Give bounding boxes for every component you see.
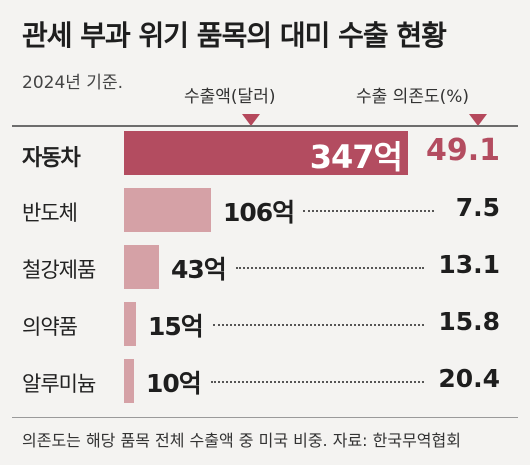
- category-label: 의약품: [22, 315, 78, 339]
- export-bar: [124, 131, 408, 175]
- dotted-leader: [213, 324, 424, 326]
- export-bar: [124, 245, 159, 289]
- bar-row: 반도체 106억 7.5: [0, 187, 530, 233]
- category-label: 알루미늄: [22, 372, 96, 396]
- footer-divider: [12, 417, 518, 418]
- source-note: 의존도는 해당 품목 전체 수출액 중 미국 비중. 자료: 한국무역협회: [22, 431, 461, 450]
- export-bar: [124, 302, 136, 346]
- bar-row: 의약품 15억 15.8: [0, 301, 530, 347]
- bar-row: 알루미늄 10억 20.4: [0, 358, 530, 404]
- dotted-leader: [211, 381, 424, 383]
- dependency-value-label: 49.1: [425, 133, 500, 168]
- bar-row: 자동차 347억 49.1: [0, 130, 530, 176]
- export-arrow-icon: [242, 114, 260, 126]
- dependency-value-label: 13.1: [438, 250, 500, 279]
- export-bar: [124, 359, 134, 403]
- dependency-arrow-icon: [469, 114, 487, 126]
- dotted-leader: [303, 210, 434, 212]
- dotted-leader: [236, 267, 424, 269]
- export-value-label: 106억: [223, 198, 295, 227]
- bar-row: 철강제품 43억 13.1: [0, 244, 530, 290]
- export-value-label: 347억: [309, 138, 403, 176]
- chart-subtitle: 2024년 기준.: [22, 73, 123, 93]
- dependency-value-label: 20.4: [438, 364, 500, 393]
- legend-export: 수출액(달러): [184, 87, 276, 107]
- category-label: 철강제품: [22, 258, 96, 282]
- header-divider: [12, 125, 518, 127]
- export-value-label: 43억: [171, 255, 227, 284]
- dependency-value-label: 7.5: [455, 193, 500, 222]
- category-label: 자동차: [22, 146, 81, 171]
- dependency-value-label: 15.8: [438, 307, 500, 336]
- chart-title: 관세 부과 위기 품목의 대미 수출 현황: [22, 19, 447, 52]
- export-value-label: 10억: [146, 369, 202, 398]
- category-label: 반도체: [22, 201, 78, 225]
- export-value-label: 15억: [148, 312, 204, 341]
- export-bar: [124, 188, 211, 232]
- legend-dependency: 수출 의존도(%): [356, 87, 470, 107]
